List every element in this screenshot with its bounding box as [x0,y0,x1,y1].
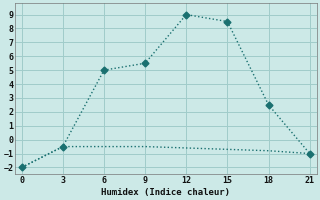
X-axis label: Humidex (Indice chaleur): Humidex (Indice chaleur) [101,188,230,197]
